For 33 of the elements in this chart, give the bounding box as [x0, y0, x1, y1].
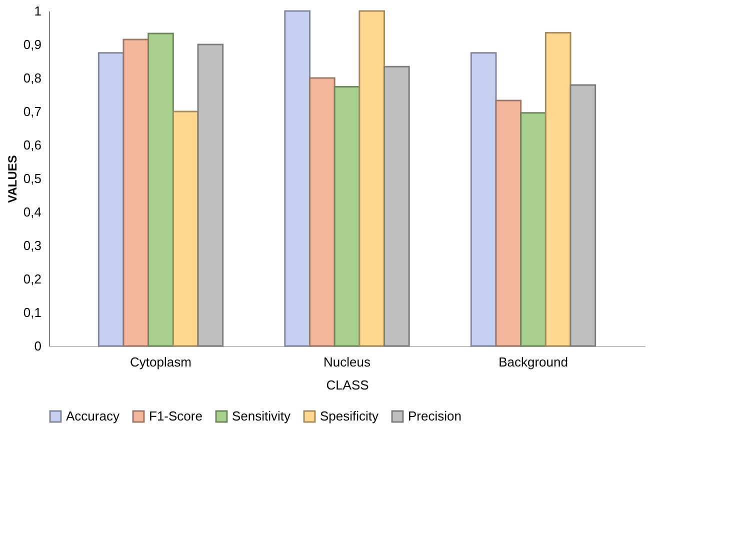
- y-tick-label: 0,3: [23, 238, 42, 253]
- bar: [98, 52, 124, 347]
- y-tick-label: 0,5: [23, 171, 42, 186]
- bar: [520, 112, 546, 347]
- bar: [122, 38, 150, 347]
- y-tick-label: 0,4: [23, 204, 42, 220]
- legend-label: Precision: [408, 408, 462, 424]
- y-tick-label: 0: [34, 338, 42, 354]
- bar: [470, 52, 497, 347]
- bar: [544, 32, 572, 347]
- bar: [358, 10, 385, 347]
- bar: [495, 100, 522, 347]
- x-axis-title: CLASS: [326, 378, 370, 392]
- legend-label: Sensitivity: [232, 408, 292, 424]
- y-tick-label: 0,9: [23, 37, 42, 52]
- x-tick-label: Background: [498, 354, 568, 370]
- x-tick-label: Nucleus: [324, 354, 371, 370]
- bar: [148, 32, 174, 347]
- y-tick-label: 0,2: [23, 272, 42, 286]
- y-axis-title: VALUES: [5, 155, 20, 203]
- bar: [334, 86, 360, 347]
- bar: [284, 10, 310, 347]
- bar: [309, 77, 336, 347]
- bar: [172, 110, 199, 347]
- y-tick-label: 0,7: [23, 104, 42, 119]
- legend-label: Accuracy: [66, 408, 120, 424]
- y-tick-label: 0,1: [23, 305, 42, 320]
- x-tick-label: Cytoplasm: [130, 354, 192, 370]
- legend-label: F1-Score: [149, 408, 202, 424]
- y-tick-label: 0,6: [23, 138, 42, 152]
- y-tick-label: 0,8: [23, 70, 42, 86]
- y-tick-label: 1: [34, 4, 42, 18]
- legend-label: Spesificity: [320, 408, 380, 424]
